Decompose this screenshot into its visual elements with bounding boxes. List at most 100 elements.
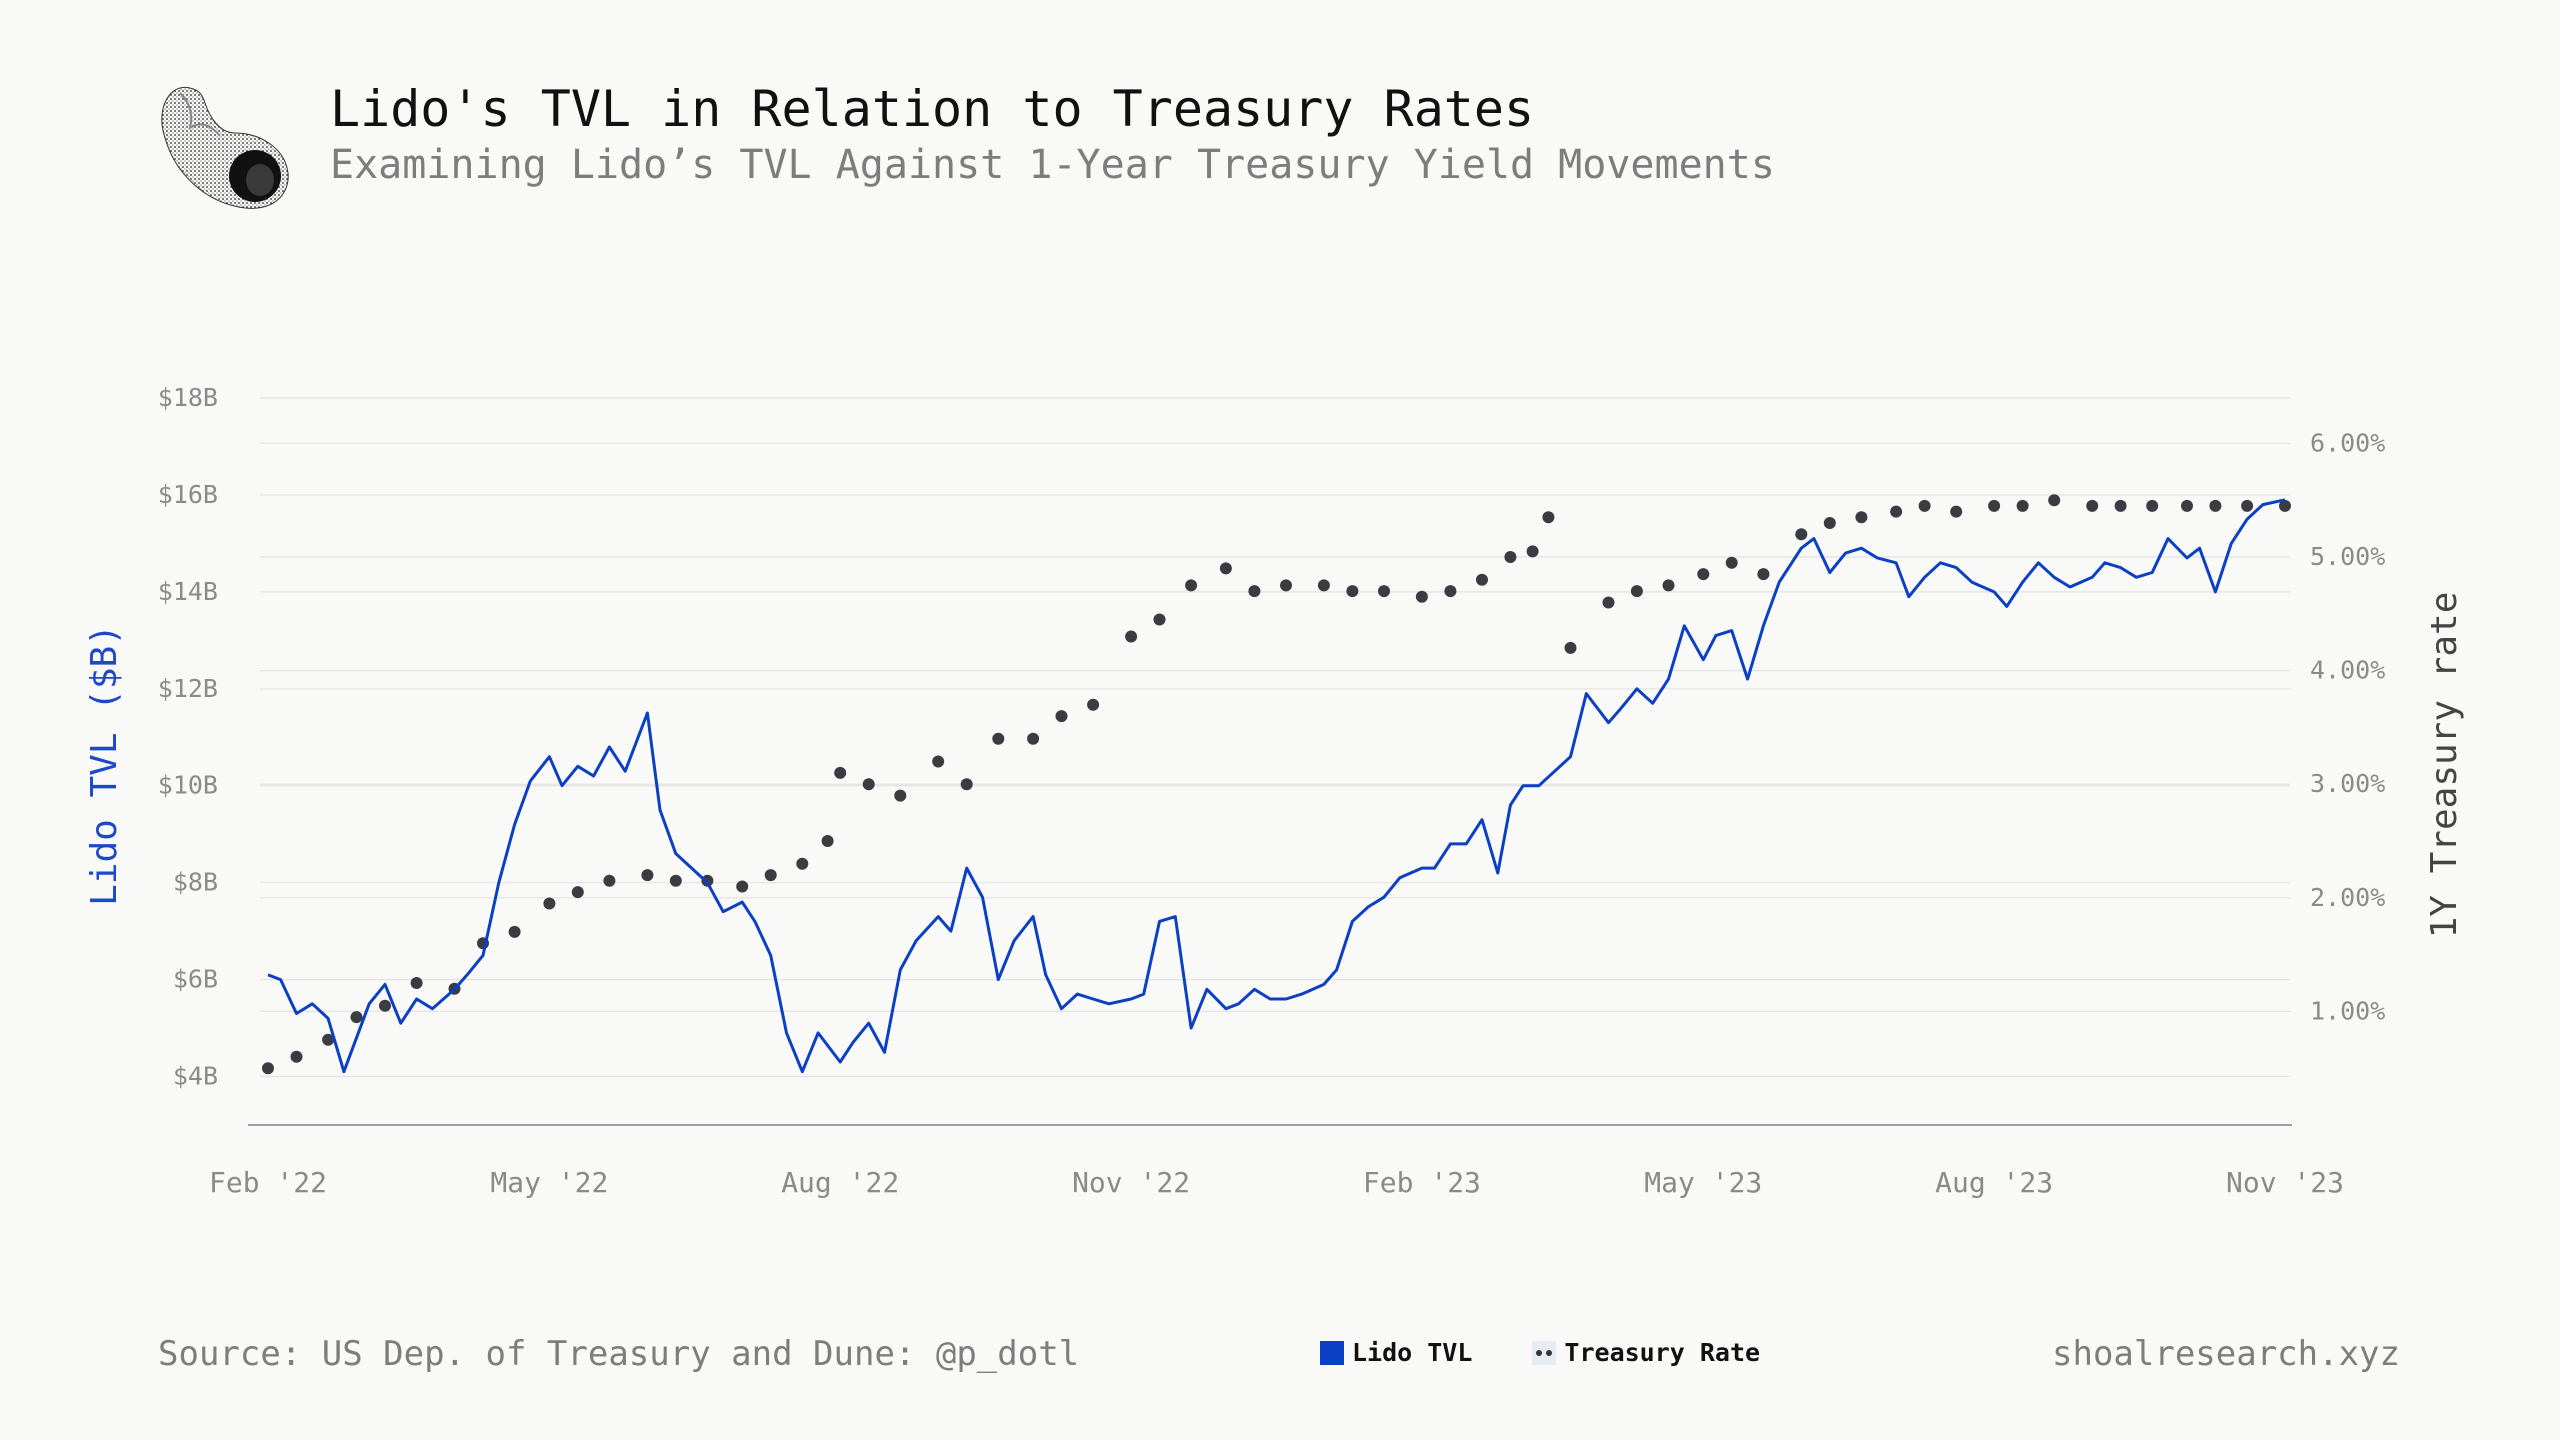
- legend-item-rate: Treasury Rate: [1532, 1338, 1760, 1367]
- source-note: Source: US Dep. of Treasury and Dune: @p…: [158, 1334, 1080, 1374]
- rate-point: [2241, 499, 2254, 512]
- rate-point: [1125, 630, 1138, 643]
- rate-point: [1542, 511, 1555, 524]
- left-tick-label: $6B: [173, 965, 218, 994]
- gridlines: [260, 397, 2290, 1078]
- rate-point: [736, 880, 749, 893]
- left-tick-label: $16B: [158, 480, 218, 509]
- rate-point: [571, 886, 584, 899]
- rate-point: [410, 977, 423, 989]
- rate-point: [1444, 585, 1457, 598]
- right-axis-title: 1Y Treasury rate: [2424, 592, 2465, 939]
- rate-point: [796, 857, 809, 870]
- rate-point: [1988, 499, 2001, 512]
- rate-point: [1757, 568, 1770, 581]
- rate-point: [262, 1062, 274, 1075]
- rate-point: [543, 897, 556, 910]
- rate-point: [1378, 585, 1390, 598]
- rate-point: [1823, 517, 1836, 529]
- x-tick-label: Feb '22: [209, 1166, 327, 1199]
- rate-swatch: [1532, 1340, 1557, 1365]
- rate-point: [379, 999, 391, 1012]
- left-axis-ticks: $4B $6B $8B $10B $12B $14B $16B $18B: [158, 383, 218, 1091]
- rate-point: [1055, 710, 1068, 723]
- left-tick-label: $12B: [158, 674, 218, 703]
- rate-point: [641, 869, 654, 882]
- rate-point: [1725, 556, 1738, 569]
- rate-point: [2086, 499, 2099, 512]
- rate-point: [1918, 499, 1931, 512]
- rate-point: [1630, 585, 1643, 598]
- rate-point: [1153, 613, 1166, 626]
- rate-point: [960, 778, 973, 791]
- rate-point: [322, 1033, 335, 1046]
- rate-point: [1504, 551, 1517, 563]
- rate-point: [1317, 579, 1330, 592]
- rate-point: [1185, 579, 1198, 592]
- rate-point: [508, 925, 521, 938]
- x-axis-ticks: Feb '22 May '22 Aug '22 Nov '22 Feb '23 May '…: [209, 1166, 2344, 1199]
- shell-logo: [161, 86, 289, 209]
- rate-point: [1564, 641, 1577, 654]
- right-tick-label: 5.00%: [2310, 542, 2385, 571]
- lido-tvl-series: [267, 498, 2286, 1074]
- rate-point: [834, 766, 847, 779]
- chart-title: Lido's TVL in Relation to Treasury Rates: [330, 80, 1535, 138]
- rate-point: [862, 778, 875, 791]
- x-tick-label: May '22: [490, 1166, 608, 1199]
- rate-point: [1027, 732, 1040, 745]
- right-axis-ticks: 1.00% 2.00% 3.00% 4.00% 5.00% 6.00%: [2310, 428, 2385, 1025]
- rate-point: [1662, 579, 1675, 592]
- rate-point: [1248, 585, 1261, 598]
- rate-point: [1526, 545, 1539, 558]
- rate-point: [2114, 499, 2127, 512]
- rate-point: [1087, 698, 1100, 711]
- x-tick-label: Nov '23: [2226, 1166, 2344, 1199]
- rate-point: [603, 874, 616, 887]
- rate-point: [669, 874, 682, 887]
- legend-label-rate: Treasury Rate: [1564, 1338, 1761, 1367]
- rate-point: [992, 732, 1005, 745]
- rate-point: [1476, 573, 1488, 586]
- rate-point: [1950, 505, 1963, 518]
- rate-point: [1280, 579, 1292, 592]
- rate-point: [1697, 568, 1710, 581]
- rate-point: [2279, 499, 2291, 512]
- rate-point: [1795, 528, 1808, 541]
- tvl-line: [267, 498, 2286, 1074]
- rate-point: [894, 789, 907, 802]
- right-tick-label: 1.00%: [2310, 996, 2385, 1025]
- x-tick-label: Feb '23: [1363, 1166, 1481, 1199]
- legend-item-tvl: Lido TVL: [1320, 1338, 1472, 1367]
- x-tick-label: May '23: [1644, 1166, 1762, 1199]
- rate-point: [1219, 562, 1232, 575]
- rate-point: [1602, 596, 1615, 609]
- rate-point: [764, 869, 777, 882]
- left-tick-label: $18B: [158, 383, 218, 412]
- rate-point: [1855, 511, 1868, 524]
- right-tick-label: 2.00%: [2310, 883, 2385, 912]
- legend: Lido TVL Treasury Rate: [1320, 1338, 1820, 1367]
- chart-subtitle: Examining Lido’s TVL Against 1-Year Trea…: [330, 142, 1775, 188]
- rate-point: [2146, 499, 2159, 512]
- rate-point: [1415, 590, 1428, 603]
- left-tick-label: $10B: [158, 771, 218, 800]
- rate-point: [2209, 499, 2222, 512]
- left-tick-label: $8B: [173, 868, 218, 897]
- rate-point: [2016, 499, 2029, 512]
- x-tick-label: Nov '22: [1072, 1166, 1190, 1199]
- rate-point: [1890, 505, 1903, 518]
- rate-point: [932, 755, 945, 768]
- x-tick-label: Aug '23: [1935, 1166, 2053, 1199]
- x-tick-label: Aug '22: [781, 1166, 899, 1199]
- right-tick-label: 3.00%: [2310, 769, 2385, 798]
- rate-point: [290, 1050, 303, 1063]
- tvl-swatch: [1320, 1340, 1344, 1365]
- rate-point: [821, 835, 834, 847]
- rate-point: [1346, 585, 1359, 598]
- legend-label-tvl: Lido TVL: [1352, 1338, 1473, 1367]
- left-tick-label: $14B: [158, 577, 218, 606]
- rate-point: [350, 1011, 363, 1024]
- site-credit: shoalresearch.xyz: [2052, 1334, 2400, 1374]
